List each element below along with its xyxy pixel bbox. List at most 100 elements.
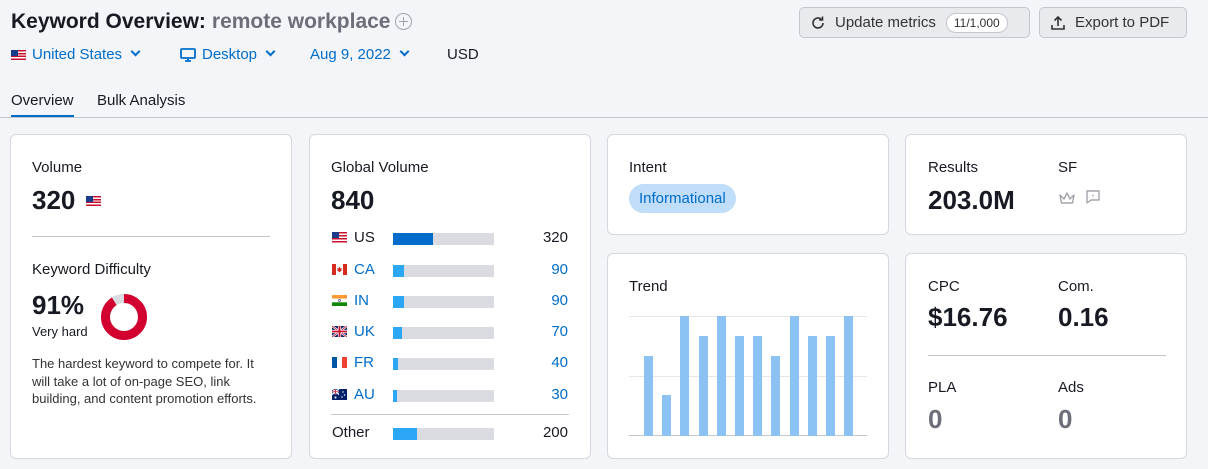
fr-flag-icon <box>332 357 347 368</box>
country-row-fr[interactable]: FR 40 <box>332 354 568 372</box>
ads-value: 0 <box>1058 404 1073 434</box>
country-row-other: Other 200 <box>332 424 568 442</box>
export-pdf-label: Export to PDF <box>1075 14 1170 31</box>
intent-card: Intent Informational <box>607 134 889 235</box>
ca-flag-icon <box>332 264 347 275</box>
country-code: FR <box>354 354 374 371</box>
country-row-uk[interactable]: UK 70 <box>332 323 568 341</box>
country-dropdown[interactable]: United States <box>11 46 141 63</box>
difficulty-rating: Very hard <box>32 324 88 339</box>
ads-label: Ads <box>1058 379 1084 396</box>
chevron-down-icon <box>265 46 276 57</box>
volume-label: Volume <box>32 159 83 176</box>
title-label: Keyword Overview: <box>11 10 206 33</box>
keyword-difficulty-label: Keyword Difficulty <box>32 261 151 278</box>
country-share-bar <box>393 265 494 277</box>
divider <box>32 236 270 237</box>
country-volume: 90 <box>551 292 568 309</box>
global-volume-card: Global Volume 840 US 320 CA 90 IN 90 UK … <box>309 134 591 459</box>
country-label: United States <box>32 46 123 63</box>
au-flag-icon <box>332 389 347 400</box>
country-share-fill <box>393 265 405 277</box>
trend-bar <box>662 395 672 436</box>
date-dropdown[interactable]: Aug 9, 2022 <box>310 46 410 63</box>
results-value: 203.0M <box>928 185 1015 215</box>
sf-label: SF <box>1058 159 1078 176</box>
chevron-down-icon <box>399 46 410 57</box>
export-icon <box>1051 15 1065 30</box>
trend-chart <box>629 316 867 436</box>
device-dropdown[interactable]: Desktop <box>180 46 276 63</box>
keyword-difficulty-value: 91% <box>32 290 85 320</box>
country-code: CA <box>354 261 375 278</box>
volume-difficulty-card: Volume 320 Keyword Difficulty 91% Very h… <box>10 134 292 459</box>
country-row-us[interactable]: US 320 <box>332 229 568 247</box>
com-label: Com. <box>1058 278 1094 295</box>
volume-value: 320 <box>32 185 107 216</box>
gridline <box>629 316 867 317</box>
trend-bar <box>844 316 854 436</box>
intent-label: Intent <box>629 159 667 176</box>
trend-bar <box>735 336 744 436</box>
in-flag-icon <box>332 295 347 306</box>
difficulty-donut <box>101 294 147 340</box>
results-card: Results 203.0M SF <box>905 134 1187 235</box>
trend-bar <box>771 356 781 436</box>
country-row-ca[interactable]: CA 90 <box>332 261 568 279</box>
intent-badge: Informational <box>629 184 736 213</box>
desktop-icon <box>180 47 196 62</box>
uk-flag-icon <box>332 326 347 337</box>
difficulty-description: The hardest keyword to compete for. It w… <box>32 356 257 406</box>
country-share-fill <box>393 296 405 308</box>
gridline <box>629 376 867 377</box>
country-share-bar <box>393 358 494 370</box>
update-counter-badge: 11/1,000 <box>945 12 1008 33</box>
divider <box>928 355 1166 356</box>
trend-bar <box>698 336 708 436</box>
us-flag-icon <box>332 232 347 243</box>
keyword-text: remote workplace <box>211 10 391 33</box>
volume-number: 320 <box>32 185 76 215</box>
difficulty-donut-fill <box>101 294 147 340</box>
chevron-down-icon <box>130 46 141 57</box>
trend-bar <box>807 336 817 436</box>
trend-bar <box>753 336 763 436</box>
trend-bar <box>680 316 690 436</box>
country-row-in[interactable]: IN 90 <box>332 292 568 310</box>
featured-snippet-icon <box>1086 190 1100 204</box>
update-metrics-label: Update metrics <box>835 14 936 31</box>
us-flag-icon <box>85 196 101 206</box>
com-value: 0.16 <box>1058 302 1109 332</box>
pla-label: PLA <box>928 379 957 396</box>
trend-bar <box>644 356 653 436</box>
cpc-label: CPC <box>928 278 960 295</box>
crown-icon <box>1059 192 1075 204</box>
add-keyword-icon[interactable] <box>395 13 413 30</box>
us-flag-icon <box>11 49 26 60</box>
page-title: Keyword Overview: remote workplace <box>11 10 413 34</box>
global-volume-value: 840 <box>331 185 375 215</box>
date-label: Aug 9, 2022 <box>310 46 391 63</box>
country-code: AU <box>354 386 375 403</box>
update-metrics-button[interactable]: Update metrics 11/1,000 <box>799 7 1030 38</box>
page-header: Keyword Overview: remote workplace Update… <box>0 0 1208 118</box>
country-code: IN <box>354 292 369 309</box>
cpc-value: $16.76 <box>928 302 1008 332</box>
tab-overview[interactable]: Overview <box>11 92 74 117</box>
country-code: UK <box>354 323 375 340</box>
refresh-icon <box>812 16 824 29</box>
export-pdf-button[interactable]: Export to PDF <box>1039 7 1187 38</box>
other-share-fill <box>393 428 418 440</box>
other-share-bar <box>393 428 494 440</box>
tab-bulk-analysis[interactable]: Bulk Analysis <box>97 92 186 109</box>
country-code: US <box>354 229 375 246</box>
pla-value: 0 <box>928 404 943 434</box>
results-label: Results <box>928 159 979 176</box>
country-row-au[interactable]: AU 30 <box>332 386 568 404</box>
other-label: Other <box>332 424 370 441</box>
country-share-fill <box>393 358 399 370</box>
other-volume: 200 <box>542 424 568 441</box>
country-volume: 90 <box>551 261 568 278</box>
trend-bar <box>716 316 726 436</box>
country-volume: 30 <box>551 386 568 403</box>
